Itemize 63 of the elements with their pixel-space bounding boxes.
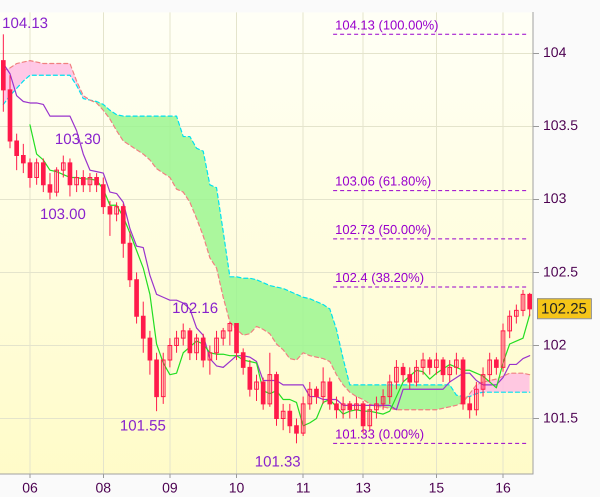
x-tick-label: 13	[355, 479, 372, 496]
candlestick	[194, 333, 199, 361]
candlestick	[214, 330, 219, 361]
x-tick-label: 16	[495, 479, 512, 496]
candlestick	[474, 381, 479, 416]
text: 102.25	[541, 300, 587, 318]
candlestick	[228, 322, 232, 346]
x-tick-label: 11	[296, 479, 311, 496]
candlestick	[507, 310, 512, 339]
y-tick-label: 101.5	[543, 409, 578, 426]
ref-line-label: 102.73 (50.00%)	[335, 222, 432, 237]
candlestick	[280, 403, 286, 431]
candlestick	[434, 352, 439, 376]
ref-line-label: 102.4 (38.20%)	[335, 270, 424, 286]
candlestick	[520, 289, 526, 317]
candlestick	[487, 352, 492, 382]
candlestick	[454, 352, 459, 376]
candlestick	[420, 352, 426, 376]
candlestick	[220, 327, 226, 346]
ref-line-label: 101.33 (0.00%)	[335, 426, 424, 442]
candlestick	[88, 172, 92, 193]
annotation: 101.55	[120, 418, 166, 435]
annotation: 103.00	[40, 206, 86, 224]
y-tick-label: 104	[543, 44, 567, 60]
candlestick	[300, 396, 306, 437]
candlestick	[34, 158, 39, 186]
candlestick	[380, 388, 386, 410]
candlestick	[54, 166, 59, 197]
annotation: 104.13	[2, 15, 48, 32]
candlestick	[354, 396, 359, 419]
candlestick	[60, 155, 66, 178]
candlestick	[160, 352, 166, 404]
candlestick	[447, 360, 452, 382]
y-tick-label: 103.5	[543, 117, 578, 134]
annotation: 101.33	[254, 454, 301, 471]
x-tick-label: 10	[228, 479, 245, 496]
candlestick	[414, 360, 419, 387]
candlestick	[374, 396, 379, 419]
y-tick-label: 102.5	[543, 263, 578, 280]
candlestick	[367, 403, 372, 431]
x-tick-label: 09	[162, 479, 178, 496]
candlestick	[514, 304, 519, 324]
x-tick-label: 15	[428, 479, 444, 496]
candlestick	[320, 366, 326, 404]
x-tick-label: 08	[95, 479, 112, 496]
ref-line-label: 103.06 (61.80%)	[335, 174, 432, 189]
candlestick	[387, 374, 392, 404]
candlestick	[500, 323, 506, 372]
ref-line-label: 104.13 (100.00%)	[335, 17, 438, 32]
candlestick	[74, 170, 79, 193]
y-tick-label: 103	[543, 190, 567, 206]
candlestick	[268, 352, 272, 408]
candlestick	[174, 330, 179, 354]
candlestick	[340, 396, 346, 419]
candlestick	[114, 202, 119, 222]
candlestick	[180, 323, 186, 346]
x-tick-label: 06	[22, 479, 38, 496]
candlestick	[208, 344, 212, 376]
candlestick	[307, 381, 312, 410]
candlestick	[480, 366, 486, 398]
y-tick-label: 102	[543, 336, 567, 352]
candlestick	[254, 374, 259, 402]
candlestick	[168, 338, 172, 368]
